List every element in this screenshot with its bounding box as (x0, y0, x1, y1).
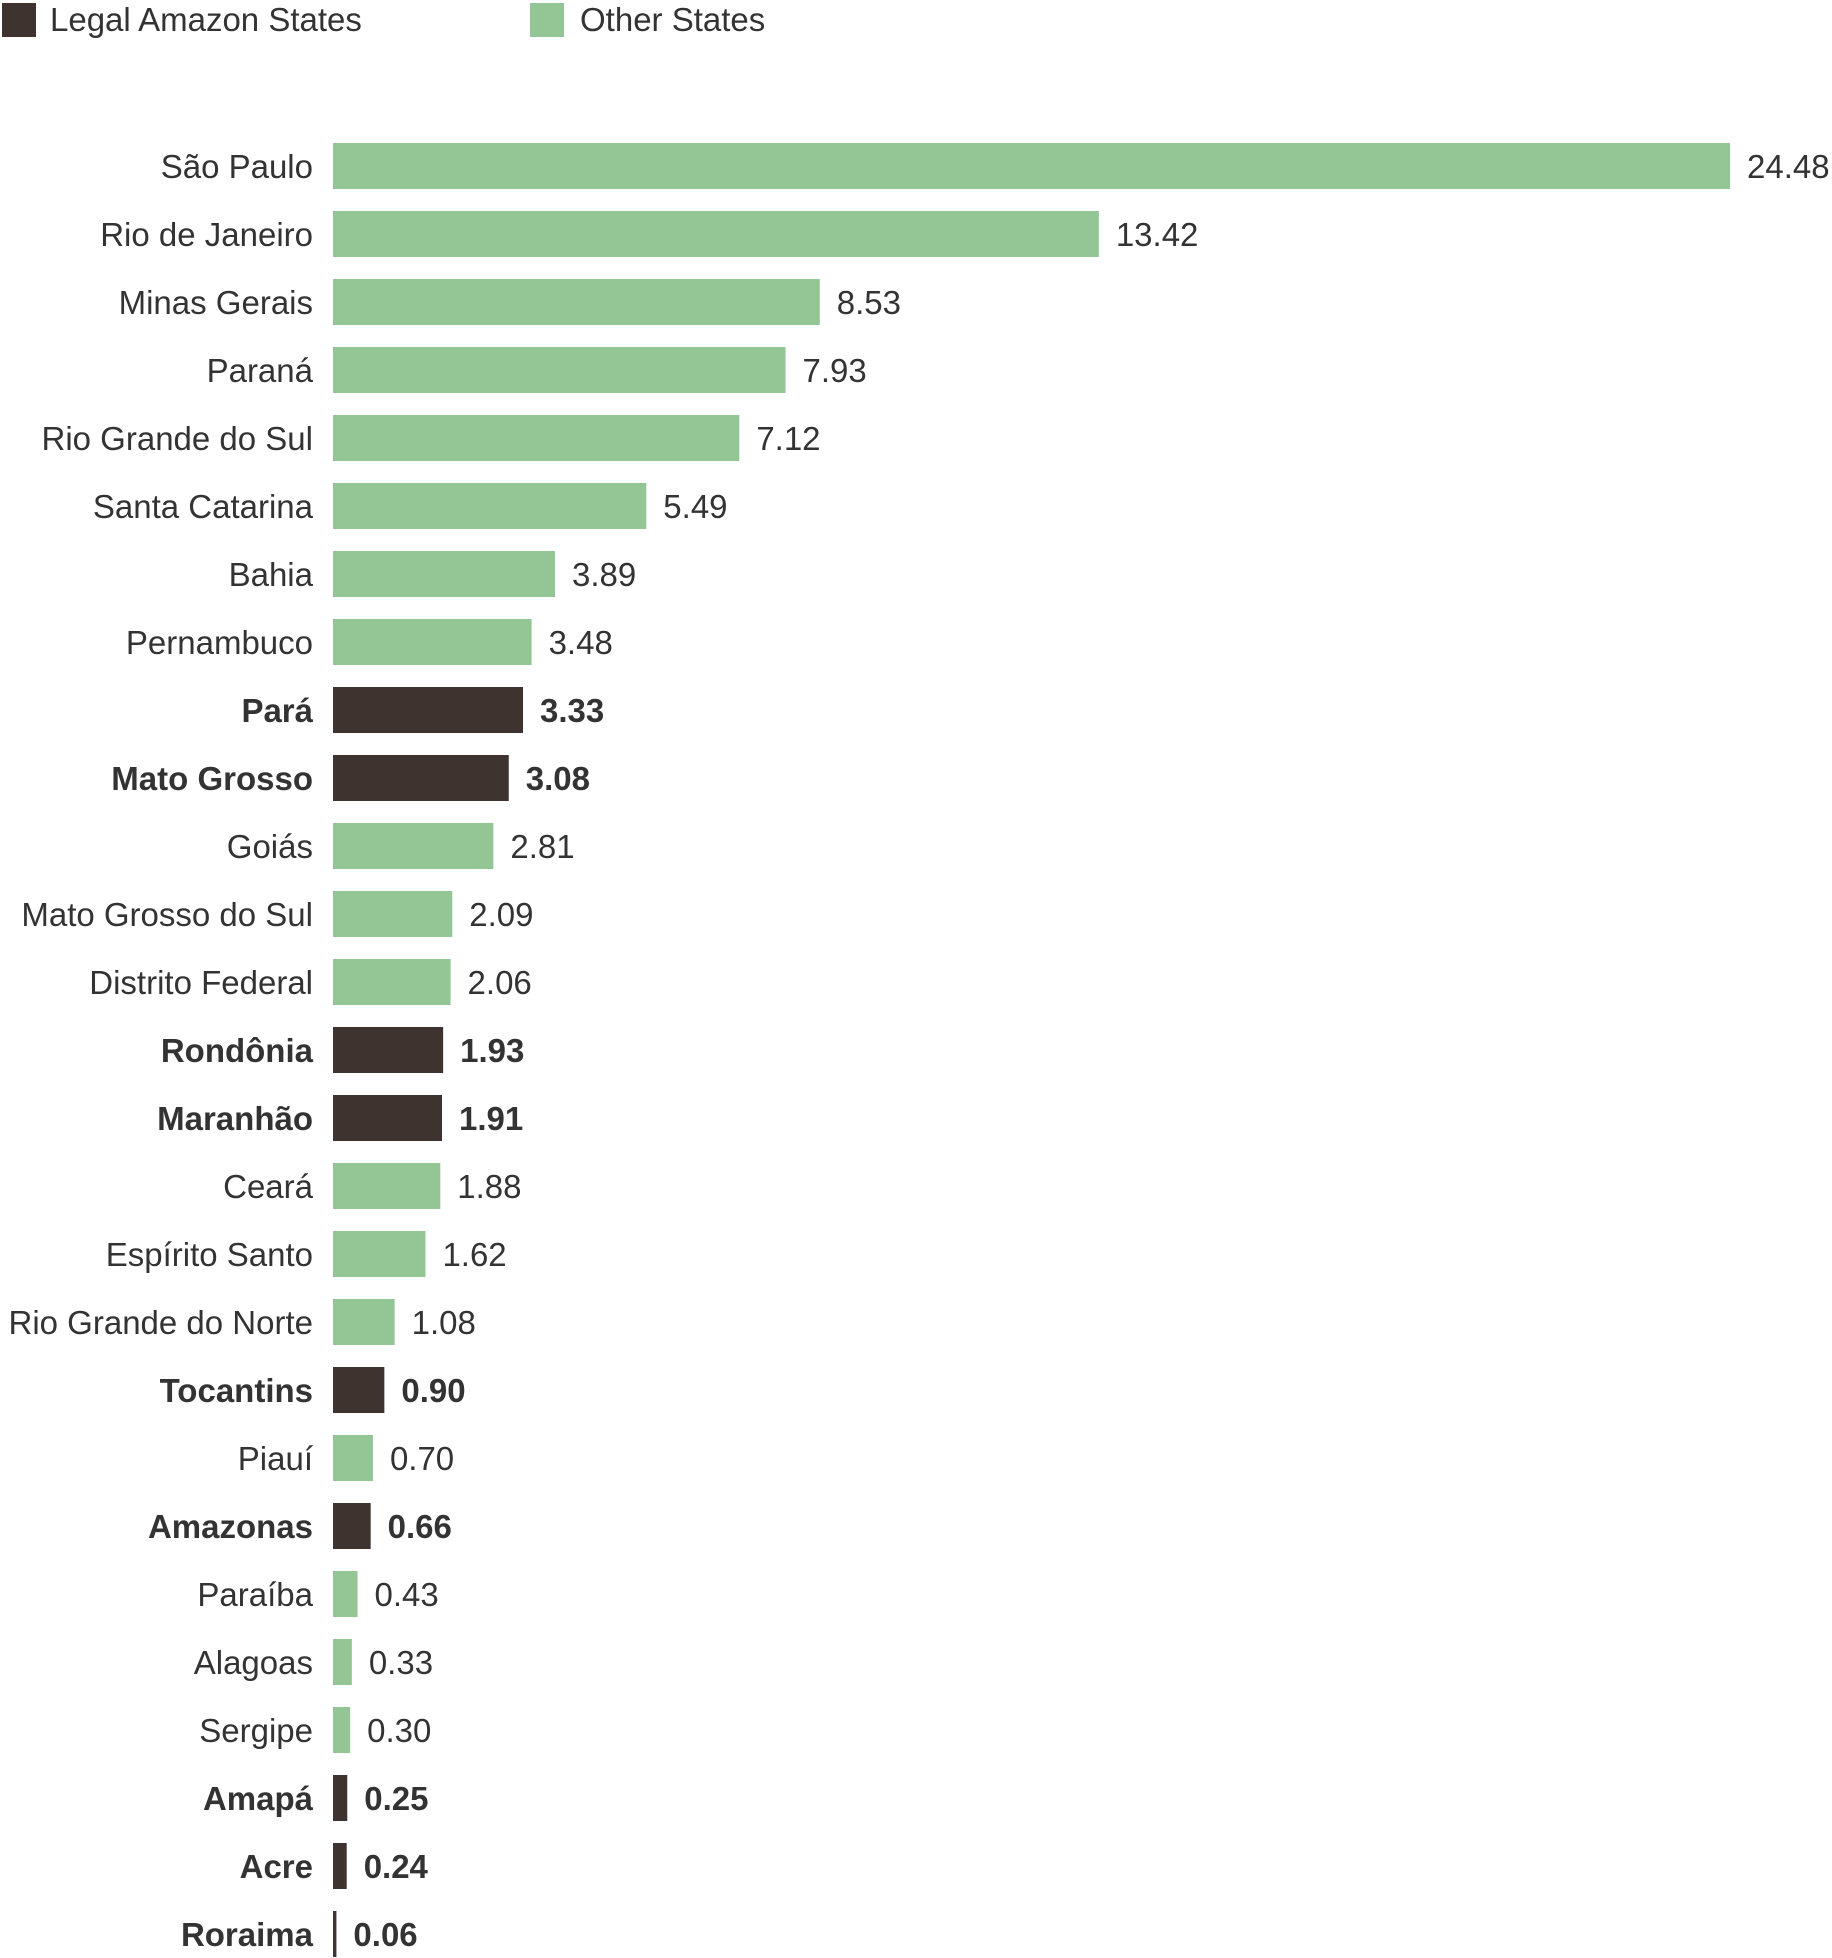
category-label-pernambuco: Pernambuco (126, 624, 313, 661)
bar-ceara (333, 1163, 441, 1209)
legend: Legal Amazon States Other States (2, 1, 765, 38)
value-label-minas-gerais: 8.53 (837, 284, 901, 321)
value-label-amapa: 0.25 (364, 1780, 428, 1817)
value-label-rio-de-janeiro: 13.42 (1116, 216, 1199, 253)
category-label-amapa: Amapá (203, 1780, 314, 1817)
category-label-para: Pará (241, 692, 313, 729)
value-label-rio-grande-do-sul: 7.12 (756, 420, 820, 457)
bar-maranhao (333, 1095, 442, 1141)
bar-amapa (333, 1775, 348, 1821)
category-label-sao-paulo: São Paulo (161, 148, 313, 185)
bar-espirito-santo (333, 1231, 426, 1277)
bar-sao-paulo (333, 143, 1730, 189)
value-label-alagoas: 0.33 (369, 1644, 433, 1681)
value-label-para: 3.33 (540, 692, 604, 729)
bar-mato-grosso-do-sul (333, 891, 453, 937)
legend-label-other: Other States (580, 1, 765, 38)
bar-goias (333, 823, 494, 869)
bar-para (333, 687, 524, 733)
category-label-goias: Goiás (227, 828, 313, 865)
value-label-mato-grosso: 3.08 (526, 760, 590, 797)
value-label-sao-paulo: 24.48 (1747, 148, 1830, 185)
category-label-amazonas: Amazonas (148, 1508, 313, 1545)
value-label-amazonas: 0.66 (388, 1508, 452, 1545)
value-label-ceara: 1.88 (457, 1168, 521, 1205)
bar-bahia (333, 551, 555, 597)
value-label-espirito-santo: 1.62 (442, 1236, 506, 1273)
value-label-goias: 2.81 (510, 828, 574, 865)
value-label-rio-grande-do-norte: 1.08 (412, 1304, 476, 1341)
category-label-minas-gerais: Minas Gerais (119, 284, 313, 321)
category-label-alagoas: Alagoas (194, 1644, 313, 1681)
category-label-acre: Acre (240, 1848, 313, 1885)
bar-mato-grosso (333, 755, 509, 801)
bar-pernambuco (333, 619, 532, 665)
value-label-sergipe: 0.30 (367, 1712, 431, 1749)
category-label-mato-grosso-do-sul: Mato Grosso do Sul (21, 896, 313, 933)
bar-rio-grande-do-sul (333, 415, 740, 461)
bar-rio-grande-do-norte (333, 1299, 395, 1345)
category-label-rio-de-janeiro: Rio de Janeiro (100, 216, 313, 253)
category-label-sergipe: Sergipe (199, 1712, 313, 1749)
category-label-santa-catarina: Santa Catarina (93, 488, 314, 525)
category-label-rio-grande-do-norte: Rio Grande do Norte (9, 1304, 314, 1341)
value-label-bahia: 3.89 (572, 556, 636, 593)
category-label-roraima: Roraima (181, 1916, 314, 1953)
bars-group: São Paulo 24.48 Rio de Janeiro 13.42 Minas G… (9, 143, 1830, 1957)
bar-alagoas (333, 1639, 352, 1685)
value-label-santa-catarina: 5.49 (663, 488, 727, 525)
legend-swatch-legal-amazon (2, 3, 36, 37)
bar-sergipe (333, 1707, 351, 1753)
category-label-distrito-federal: Distrito Federal (89, 964, 313, 1001)
bar-piaui (333, 1435, 373, 1481)
category-label-rio-grande-do-sul: Rio Grande do Sul (42, 420, 314, 457)
value-label-acre: 0.24 (364, 1848, 429, 1885)
bar-paraiba (333, 1571, 358, 1617)
value-label-rondonia: 1.93 (460, 1032, 524, 1069)
bar-santa-catarina (333, 483, 647, 529)
value-label-tocantins: 0.90 (401, 1372, 465, 1409)
category-label-ceara: Ceará (223, 1168, 314, 1205)
category-label-piaui: Piauí (238, 1440, 313, 1477)
category-label-paraiba: Paraíba (197, 1576, 313, 1613)
bar-distrito-federal (333, 959, 451, 1005)
value-label-piaui: 0.70 (390, 1440, 454, 1477)
category-label-bahia: Bahia (229, 556, 314, 593)
bar-minas-gerais (333, 279, 820, 325)
bar-parana (333, 347, 786, 393)
legend-label-legal-amazon: Legal Amazon States (50, 1, 362, 38)
value-label-paraiba: 0.43 (375, 1576, 439, 1613)
category-label-parana: Paraná (207, 352, 314, 389)
value-label-mato-grosso-do-sul: 2.09 (469, 896, 533, 933)
category-label-rondonia: Rondônia (161, 1032, 314, 1069)
bar-acre (333, 1843, 347, 1889)
value-label-maranhao: 1.91 (459, 1100, 523, 1137)
category-label-mato-grosso: Mato Grosso (111, 760, 313, 797)
category-label-tocantins: Tocantins (160, 1372, 313, 1409)
value-label-roraima: 0.06 (353, 1916, 417, 1953)
bar-rondonia (333, 1027, 444, 1073)
bar-roraima (333, 1911, 337, 1957)
value-label-pernambuco: 3.48 (549, 624, 613, 661)
legend-swatch-other (530, 3, 564, 37)
bar-amazonas (333, 1503, 371, 1549)
value-label-parana: 7.93 (803, 352, 867, 389)
value-label-distrito-federal: 2.06 (468, 964, 532, 1001)
category-label-maranhao: Maranhão (157, 1100, 313, 1137)
bar-rio-de-janeiro (333, 211, 1099, 257)
category-label-espirito-santo: Espírito Santo (106, 1236, 313, 1273)
bar-tocantins (333, 1367, 385, 1413)
